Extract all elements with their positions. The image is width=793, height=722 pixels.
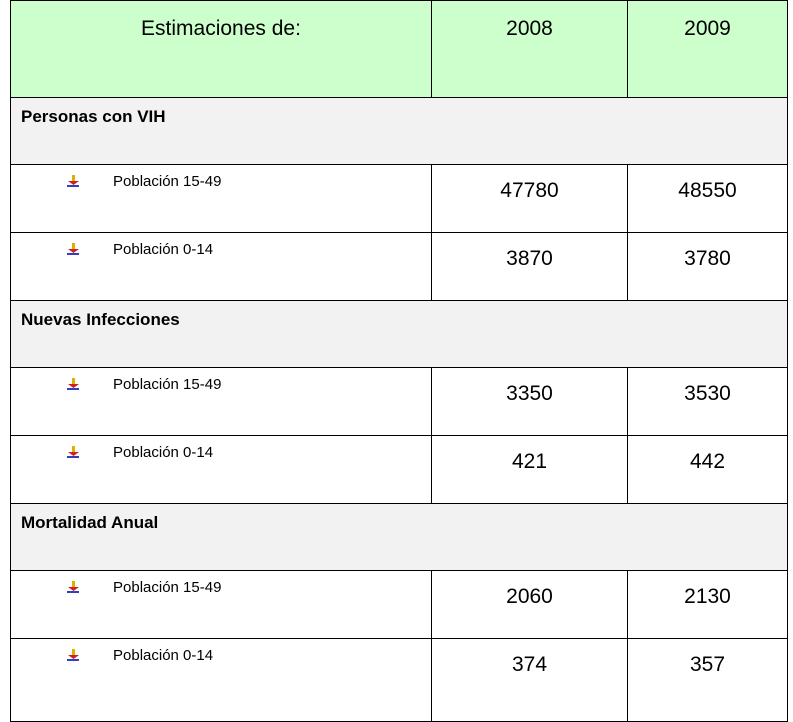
data-row: Población 0-14 421 442: [10, 435, 788, 504]
bullet-icon: [67, 649, 79, 661]
value-cell: 374: [431, 638, 628, 722]
section-title: Nuevas Infecciones: [10, 300, 788, 368]
data-row: Población 0-14 3870 3780: [10, 232, 788, 301]
bullet-icon: [67, 243, 79, 255]
row-label: Población 15-49: [113, 173, 222, 190]
bullet-icon: [67, 378, 79, 390]
data-row: Población 0-14 374 357: [10, 638, 788, 722]
row-label: Población 0-14: [113, 241, 214, 258]
header-cell: Estimaciones de:: [10, 0, 432, 98]
row-label-cell: Población 0-14: [10, 232, 432, 301]
value-cell: 3870: [431, 232, 628, 301]
row-label-cell: Población 0-14: [10, 638, 432, 722]
section-row: Mortalidad Anual: [10, 503, 788, 571]
value-cell: 3530: [627, 367, 788, 436]
row-label-cell: Población 0-14: [10, 435, 432, 504]
value-cell: 3350: [431, 367, 628, 436]
value-cell: 357: [627, 638, 788, 722]
value-cell: 2060: [431, 570, 628, 639]
value-cell: 3780: [627, 232, 788, 301]
section-row: Personas con VIH: [10, 97, 788, 165]
section-title: Personas con VIH: [10, 97, 788, 165]
header-row: Estimaciones de: 2008 2009: [10, 0, 788, 98]
data-row: Población 15-49 2060 2130: [10, 570, 788, 639]
data-row: Población 15-49 47780 48550: [10, 164, 788, 233]
header-cell: 2009: [627, 0, 788, 98]
value-cell: 47780: [431, 164, 628, 233]
table-body: Estimaciones de: 2008 2009 Personas con …: [10, 0, 788, 722]
row-label-cell: Población 15-49: [10, 570, 432, 639]
section-title: Mortalidad Anual: [10, 503, 788, 571]
value-cell: 48550: [627, 164, 788, 233]
row-label-cell: Población 15-49: [10, 164, 432, 233]
value-cell: 2130: [627, 570, 788, 639]
bullet-icon: [67, 175, 79, 187]
header-cell: 2008: [431, 0, 628, 98]
bullet-icon: [67, 581, 79, 593]
section-row: Nuevas Infecciones: [10, 300, 788, 368]
row-label: Población 15-49: [113, 376, 222, 393]
estimates-table: Estimaciones de: 2008 2009 Personas con …: [10, 0, 788, 722]
row-label-cell: Población 15-49: [10, 367, 432, 436]
row-label: Población 15-49: [113, 579, 222, 596]
bullet-icon: [67, 446, 79, 458]
data-row: Población 15-49 3350 3530: [10, 367, 788, 436]
page: Estimaciones de: 2008 2009 Personas con …: [10, 0, 788, 722]
row-label: Población 0-14: [113, 647, 214, 664]
value-cell: 421: [431, 435, 628, 504]
value-cell: 442: [627, 435, 788, 504]
row-label: Población 0-14: [113, 444, 214, 461]
